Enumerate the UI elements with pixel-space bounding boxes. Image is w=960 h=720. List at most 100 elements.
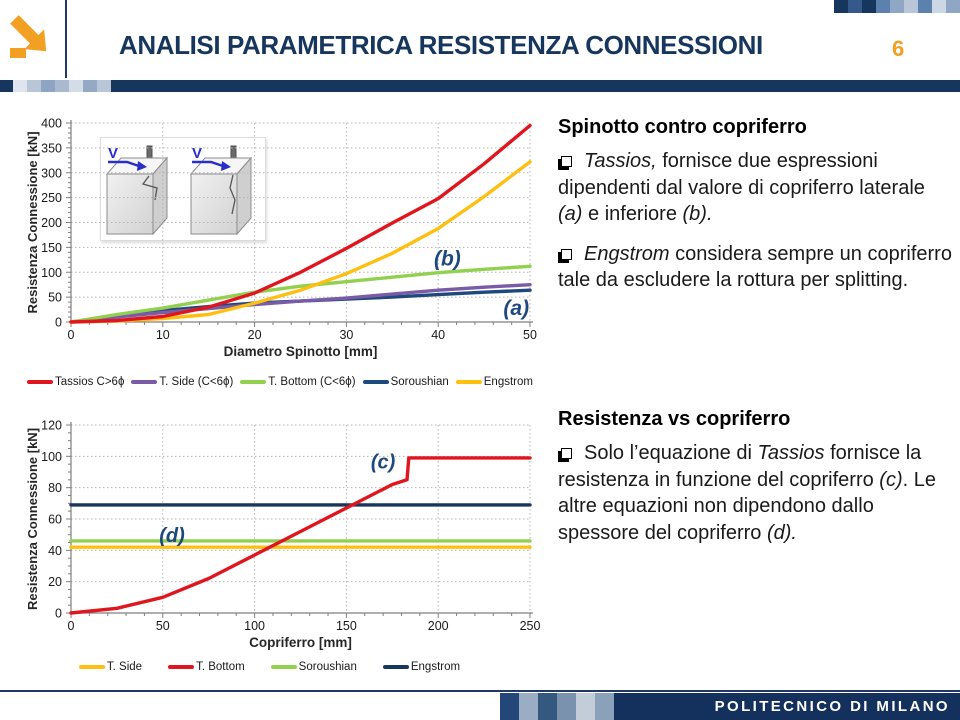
mosaic-square bbox=[13, 80, 27, 92]
legend-label: Engstrom bbox=[483, 376, 533, 388]
svg-text:300: 300 bbox=[41, 166, 62, 180]
mosaic-square bbox=[41, 80, 55, 92]
footer-brand: POLITECNICO DI MILANO bbox=[714, 698, 950, 715]
polimi-arrow-logo bbox=[10, 15, 47, 58]
mosaic-square bbox=[69, 80, 83, 92]
page-number: 6 bbox=[892, 36, 905, 61]
legend-item: Soroushian bbox=[362, 376, 449, 388]
legend-item: T. Side (C<6ϕ) bbox=[131, 376, 233, 388]
footer-line bbox=[0, 690, 960, 692]
legend-label: Engstrom bbox=[410, 661, 461, 673]
block2-heading: Resistenza vs copriferro bbox=[558, 408, 791, 430]
svg-text:50: 50 bbox=[523, 328, 537, 342]
x-axis-title: Copriferro [mm] bbox=[249, 635, 352, 650]
slide-title: ANALISI PARAMETRICA RESISTENZA CONNESSIO… bbox=[119, 30, 763, 60]
block2-bullet1: Solo l’equazione di Tassios fornisce la … bbox=[558, 442, 936, 544]
top-right-mosaic bbox=[834, 0, 960, 13]
svg-text:100: 100 bbox=[41, 450, 62, 464]
svg-text:40: 40 bbox=[48, 544, 62, 558]
annotation-(c): (c) bbox=[371, 452, 396, 474]
svg-text:400: 400 bbox=[41, 117, 62, 131]
svg-text:V: V bbox=[108, 145, 118, 162]
svg-text:250: 250 bbox=[520, 619, 540, 633]
annotation-(a): (a) bbox=[503, 297, 529, 320]
mosaic-square bbox=[557, 693, 576, 720]
legend-line-swatch bbox=[131, 380, 158, 384]
mosaic-square bbox=[27, 80, 41, 92]
legend-line-swatch bbox=[455, 380, 482, 384]
svg-text:0: 0 bbox=[68, 619, 75, 633]
block1-heading: Spinotto contro copriferro bbox=[558, 116, 807, 138]
mosaic-square bbox=[918, 0, 932, 13]
chart-resistance-vs-cover: 0 50 100 150 200 250 0 20 40 60 80 100 120 Copriferro… bbox=[25, 418, 540, 651]
legend-line-swatch bbox=[240, 380, 267, 384]
legend-item: T. Bottom (C<6ϕ) bbox=[240, 376, 356, 388]
square-bullet-icon bbox=[561, 156, 572, 167]
x-axis-title: Diametro Spinotto [mm] bbox=[224, 344, 378, 359]
svg-text:0: 0 bbox=[68, 328, 75, 342]
annotation-(b): (b) bbox=[434, 247, 461, 270]
mosaic-square bbox=[595, 693, 614, 720]
series-Tassios C>6ϕ bbox=[69, 123, 532, 324]
mosaic-square bbox=[904, 0, 918, 13]
svg-text:V: V bbox=[192, 145, 202, 162]
text-block-resistenza-vs-copriferro: Resistenza vs copriferro Solo l’equazion… bbox=[558, 408, 952, 559]
legend-line-swatch bbox=[27, 380, 53, 384]
svg-text:20: 20 bbox=[248, 328, 262, 342]
legend-label: Soroushian bbox=[298, 661, 357, 673]
header-bar bbox=[0, 80, 960, 92]
legend-line-swatch bbox=[168, 665, 195, 669]
mosaic-square bbox=[932, 0, 946, 13]
square-bullet-icon bbox=[561, 448, 572, 459]
svg-text:20: 20 bbox=[48, 575, 62, 589]
mosaic-square bbox=[890, 0, 904, 13]
svg-text:50: 50 bbox=[48, 291, 62, 305]
legend-line-swatch bbox=[78, 665, 105, 669]
mosaic-square bbox=[83, 80, 97, 92]
mosaic-square bbox=[97, 80, 111, 92]
svg-text:80: 80 bbox=[48, 481, 62, 495]
legend-line-swatch bbox=[362, 380, 389, 384]
legend-label: T. Side (C<6ϕ) bbox=[159, 376, 234, 388]
legend-line-swatch bbox=[382, 665, 409, 669]
legend-label: T. Side bbox=[106, 661, 143, 673]
bottom-chart-legend: T. Side T. Bottom Soroushian Engstrom bbox=[25, 661, 540, 673]
mosaic-square bbox=[576, 693, 595, 720]
mosaic-square bbox=[55, 80, 69, 92]
mosaic-square bbox=[876, 0, 890, 13]
svg-text:150: 150 bbox=[336, 619, 357, 633]
legend-item: Engstrom bbox=[455, 376, 533, 388]
svg-text:0: 0 bbox=[55, 607, 62, 621]
legend-item: Soroushian bbox=[270, 661, 357, 673]
svg-text:100: 100 bbox=[41, 266, 62, 280]
mosaic-square bbox=[834, 0, 848, 13]
mosaic-square bbox=[946, 0, 960, 13]
svg-text:200: 200 bbox=[41, 216, 62, 230]
footer-bar: POLITECNICO DI MILANO bbox=[500, 693, 960, 720]
chart-resistance-vs-diameter: V V bbox=[25, 115, 540, 363]
series-T. Bottom (C<6ϕ) bbox=[69, 264, 532, 324]
svg-text:350: 350 bbox=[41, 141, 62, 155]
svg-text:100: 100 bbox=[244, 619, 265, 633]
header-divider-line bbox=[65, 0, 67, 78]
mosaic-square bbox=[848, 0, 862, 13]
y-axis-title: Resistenza Connessione [kN] bbox=[25, 428, 40, 610]
legend-label: Soroushian bbox=[390, 376, 449, 388]
legend-item: Engstrom bbox=[382, 661, 461, 673]
y-axis-title: Resistenza Connessione [kN] bbox=[25, 131, 40, 313]
mosaic-square bbox=[500, 693, 519, 720]
annotation-(d): (d) bbox=[159, 525, 185, 547]
footer-mosaic bbox=[500, 693, 614, 720]
square-bullet-icon bbox=[561, 248, 572, 260]
cube-bottom-cover: V bbox=[189, 145, 253, 236]
legend-line-swatch bbox=[270, 665, 297, 669]
series-T. Side (C<6ϕ) bbox=[69, 283, 532, 324]
svg-text:0: 0 bbox=[55, 316, 62, 330]
legend-item: Tassios C>6ϕ bbox=[27, 376, 124, 388]
cube-side-cover: V bbox=[105, 145, 169, 236]
mosaic-square bbox=[538, 693, 557, 720]
text-block-spinotto-contro-copriferro: Spinotto contro copriferro Tassios, forn… bbox=[558, 116, 952, 307]
legend-item: T. Bottom bbox=[168, 661, 245, 673]
series-T. Bottom bbox=[69, 456, 532, 615]
